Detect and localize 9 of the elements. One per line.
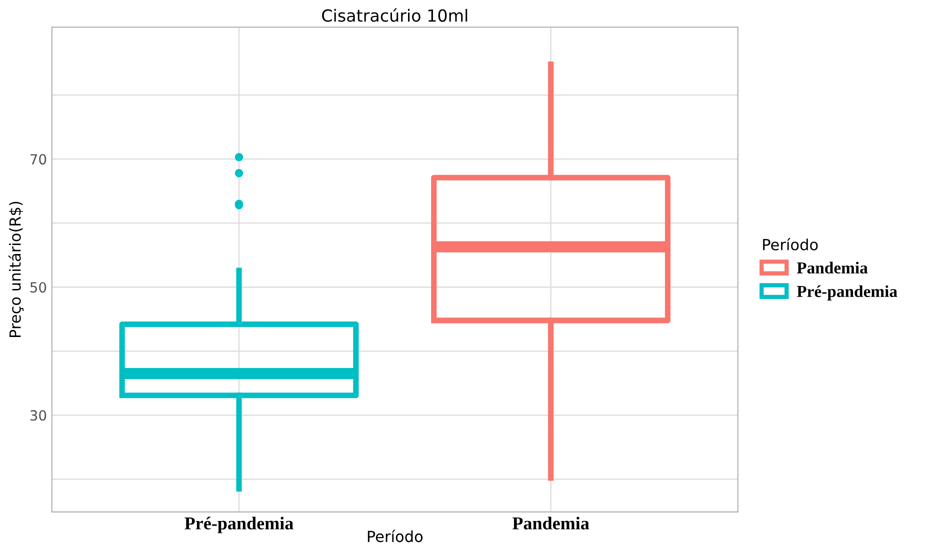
legend-title: Período (763, 238, 818, 250)
legend-label: Pré-pandemia (796, 285, 898, 300)
chart-title: Cisatracúrio 10ml (322, 8, 468, 22)
y-axis-title: Preço unitário(R$) (8, 202, 24, 338)
x-axis-title: Período (368, 530, 423, 542)
y-tick-label: 30 (30, 410, 46, 421)
y-tick-label: 70 (30, 154, 46, 165)
y-tick-label: 50 (30, 282, 46, 293)
legend-label: Pandemia (796, 262, 868, 274)
